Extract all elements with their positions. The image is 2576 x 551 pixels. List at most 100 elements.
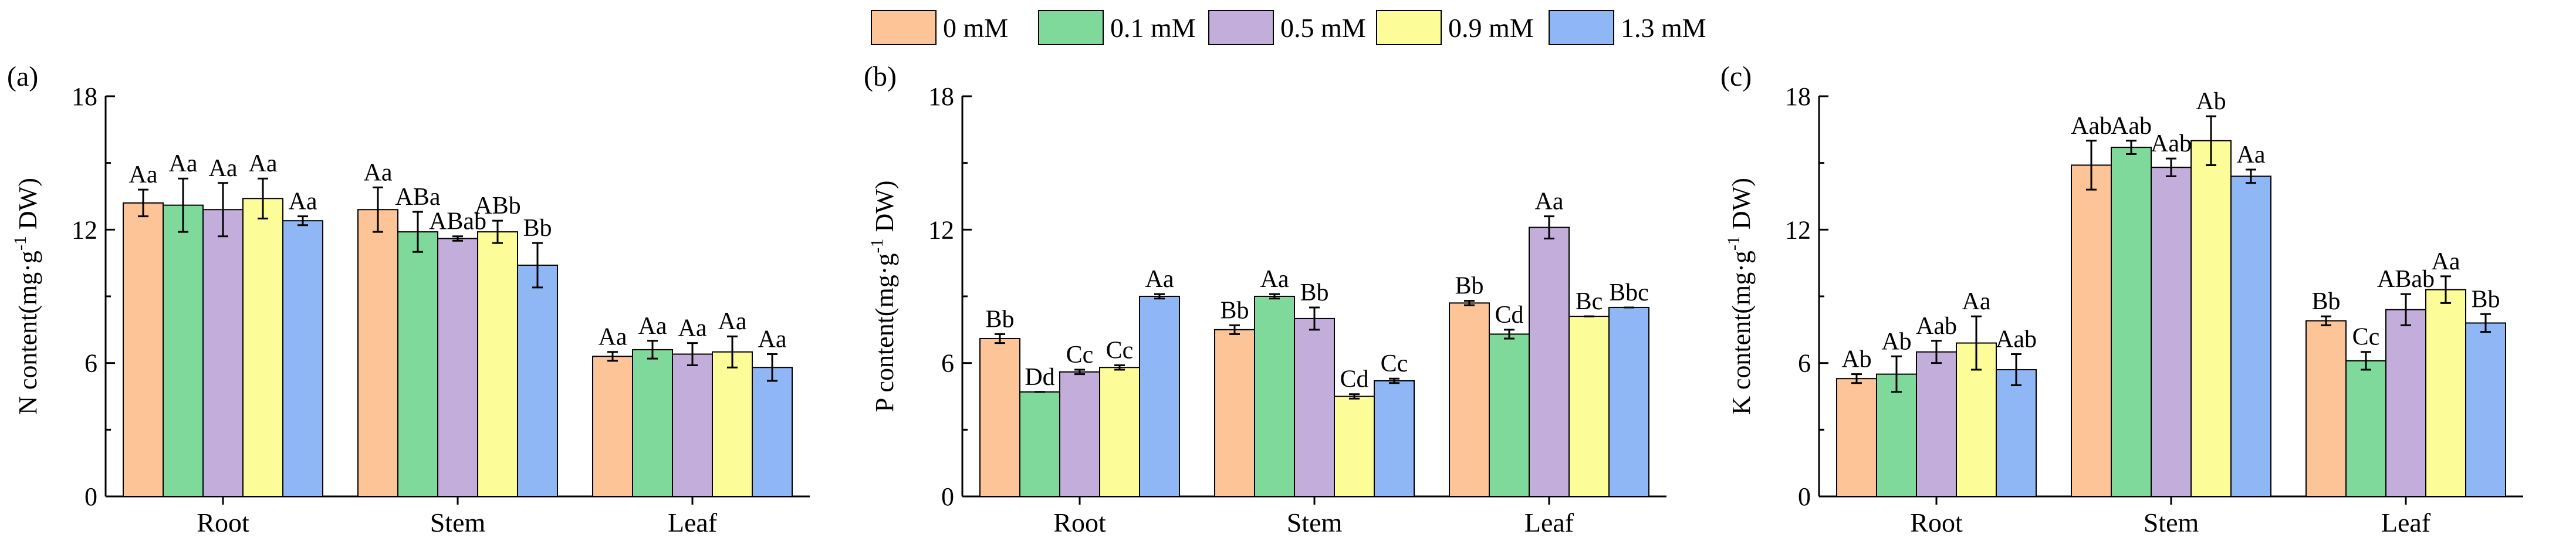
bar — [1996, 369, 2037, 497]
bar — [123, 202, 164, 497]
significance-label: Aa — [1535, 188, 1564, 215]
y-tick-label: 6 — [941, 349, 954, 378]
significance-label: Cc — [1106, 337, 1134, 364]
significance-label: Bb — [1455, 273, 1483, 300]
significance-label: Dd — [1025, 364, 1054, 391]
significance-label: Aa — [1962, 288, 1991, 315]
y-axis-label-text: N content(mg·g — [13, 251, 42, 415]
significance-label: Bb — [2471, 286, 2500, 313]
significance-label: Aa — [249, 150, 278, 177]
bar — [1836, 378, 1877, 498]
y-axis-label: P content(mg·g-1 DW) — [867, 181, 899, 413]
bar — [2151, 167, 2192, 497]
y-axis-label-unit: DW) — [1727, 178, 1756, 236]
significance-label: Aa — [1260, 266, 1289, 293]
y-axis-label-text: K content(mg·g — [1727, 251, 1756, 415]
y-tick-label: 0 — [1798, 482, 1811, 511]
y-axis-label: N content(mg·g-1 DW) — [11, 178, 42, 415]
legend-label: 0.9 mM — [1448, 13, 1534, 43]
bar — [517, 264, 558, 497]
panel-label: (a) — [7, 61, 38, 92]
chart-panel: (b) 0 6 12 18 P content(mg·g-1 DW) Root Stem Lea… — [864, 61, 1666, 538]
y-tick-label: 12 — [1785, 215, 1811, 244]
bar — [2465, 322, 2506, 497]
significance-label: Aab — [1996, 326, 2037, 353]
y-tick-label: 12 — [72, 215, 97, 244]
legend-swatch — [1208, 10, 1274, 45]
significance-label: Ab — [1841, 346, 1871, 373]
significance-label: Aa — [678, 315, 707, 342]
bar — [1294, 317, 1335, 498]
significance-label: Aa — [638, 313, 667, 340]
significance-label: Bb — [1300, 279, 1328, 306]
y-tick-label: 0 — [941, 482, 954, 511]
bar — [202, 209, 244, 497]
bar — [1059, 371, 1100, 497]
significance-label: Aab — [2071, 113, 2112, 140]
bar — [2190, 140, 2232, 497]
legend-swatch — [1549, 10, 1614, 45]
y-axis-label: K content(mg·g-1 DW) — [1724, 178, 1756, 415]
significance-label: Aa — [209, 155, 238, 182]
bar — [2345, 360, 2386, 498]
bar — [752, 367, 793, 497]
y-axis-label-unit: DW) — [13, 178, 42, 236]
bar — [1139, 296, 1180, 497]
legend-label: 0 mM — [943, 13, 1008, 43]
significance-label: Aa — [2237, 141, 2266, 168]
bar — [1214, 329, 1255, 497]
x-tick-label: Stem — [1287, 508, 1343, 538]
significance-label: Aa — [129, 161, 158, 188]
bar — [2305, 320, 2347, 498]
bar — [357, 209, 398, 497]
bar — [1099, 367, 1140, 497]
y-axis-label-sup: -1 — [1724, 236, 1743, 251]
significance-label: Aa — [2432, 248, 2460, 275]
y-axis-label-sup: -1 — [867, 239, 887, 253]
bar — [437, 238, 478, 497]
significance-label: Bc — [1576, 288, 1603, 315]
bar — [2425, 289, 2466, 497]
bar — [592, 356, 633, 497]
significance-label: ABb — [474, 192, 520, 219]
significance-label: Bb — [1220, 297, 1249, 324]
x-tick-label: Root — [197, 508, 249, 538]
bar — [1019, 391, 1060, 498]
x-tick-label: Root — [1910, 508, 1963, 538]
bar — [2230, 175, 2271, 497]
significance-label: Aab — [1916, 313, 1957, 340]
significance-label: Bbc — [1609, 279, 1649, 306]
bar — [979, 337, 1020, 497]
y-tick-label: 12 — [928, 215, 954, 244]
bar — [632, 349, 673, 498]
chart-panel: (a) 0 6 12 18 N content(mg·g-1 DW) Root Stem Lea… — [7, 61, 810, 538]
significance-label: Cc — [2352, 324, 2380, 351]
significance-label: Ab — [1881, 328, 1911, 355]
significance-label: Aa — [718, 308, 747, 335]
y-tick-label: 18 — [72, 82, 97, 111]
y-axis-label-text: P content(mg·g — [870, 253, 899, 413]
bar — [1334, 395, 1375, 497]
significance-label: ABab — [2377, 266, 2435, 293]
significance-label: Aa — [1145, 266, 1174, 293]
significance-label: Cd — [1340, 366, 1368, 393]
bar — [1608, 306, 1649, 497]
significance-label: Bb — [2311, 288, 2340, 315]
bar — [1449, 302, 1490, 497]
y-tick-label: 18 — [928, 82, 954, 111]
significance-label: Cc — [1381, 350, 1408, 377]
chart-panel: (c) 0 6 12 18 K content(mg·g-1 DW) Root Stem Lea… — [1720, 61, 2523, 538]
x-tick-label: Leaf — [1524, 508, 1574, 538]
legend: 0 mM 0.1 mM 0.5 mM 0.9 mM 1.3 mM — [871, 10, 1706, 45]
significance-label: Ab — [2196, 88, 2226, 115]
x-tick-label: Root — [1053, 508, 1106, 538]
bar — [163, 204, 204, 497]
bar — [282, 220, 323, 497]
significance-label: Bb — [985, 306, 1014, 333]
significance-label: ABa — [395, 184, 441, 211]
significance-label: Aa — [169, 150, 198, 177]
bar — [2385, 309, 2426, 497]
significance-label: Aa — [364, 159, 393, 186]
x-tick-label: Stem — [430, 508, 486, 538]
